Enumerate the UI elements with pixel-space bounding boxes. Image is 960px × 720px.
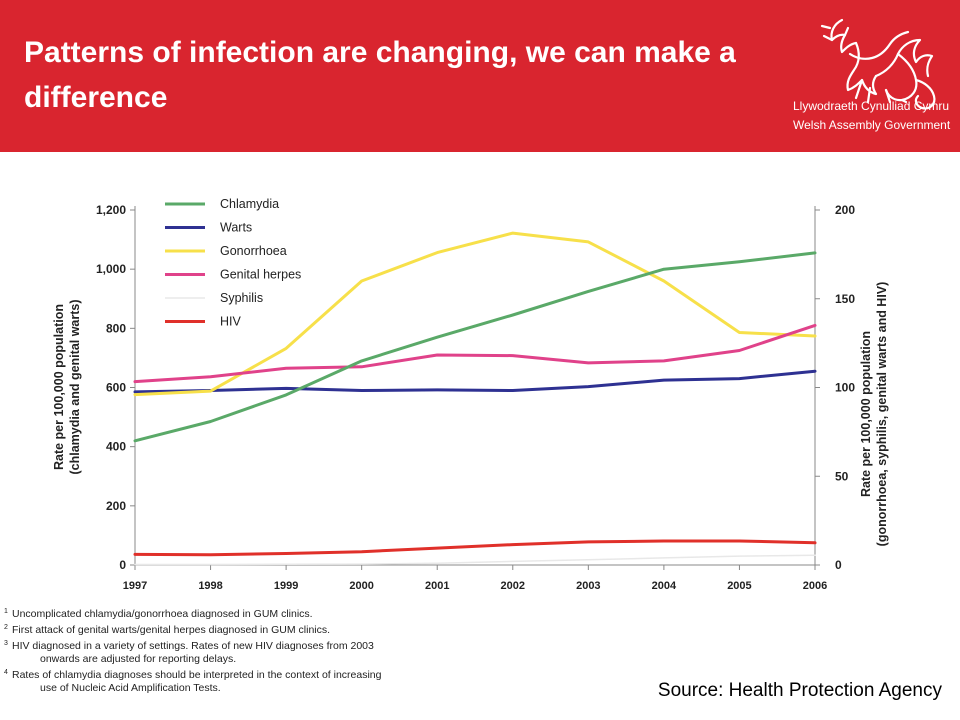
- series-line-warts: [133, 369, 817, 394]
- y-axis-label-right-line: (gonorrhoea, syphilis, genital warts and…: [875, 282, 889, 547]
- y-left-tick-label: 1,200: [96, 203, 126, 217]
- y-axis-label-right: Rate per 100,000 population (gonorrhoea, …: [859, 282, 889, 547]
- footnote-number: 4: [4, 669, 8, 676]
- y-right-tick-label: 200: [835, 203, 855, 217]
- footnote-number: 3: [4, 640, 8, 647]
- y-axis-label-left-line: Rate per 100,000 population: [52, 304, 66, 470]
- welsh-dragon-logo-icon: [820, 18, 936, 110]
- y-left-tick-label: 1,000: [96, 262, 126, 276]
- y-axis-label-left: Rate per 100,000 population (chlamydia an…: [52, 299, 82, 474]
- y-left-tick-label: 200: [106, 499, 126, 513]
- y-left-tick-label: 0: [119, 558, 126, 572]
- line-chart: 0 200 400 600 800 1,000 1,200 0 50 100 150 200 1997 1…: [52, 197, 889, 592]
- y-left-tick-label: 400: [106, 440, 126, 454]
- footnote: 2 First attack of genital warts/genital h…: [4, 624, 484, 637]
- series-line-gonorrhoea: [133, 231, 817, 397]
- series-line-syphilis: [134, 554, 816, 566]
- page-title: Patterns of infection are changing, we c…: [24, 36, 736, 114]
- x-tick-label: 2006: [803, 580, 827, 592]
- x-tick-label: 2000: [349, 580, 373, 592]
- legend-label-warts: Warts: [220, 221, 252, 235]
- x-tick-label: 1998: [198, 580, 222, 592]
- series-line-hiv: [133, 539, 817, 557]
- y-left-tick-label: 600: [106, 381, 126, 395]
- footnote-number: 1: [4, 608, 8, 615]
- y-left-tick-label: 800: [106, 321, 126, 335]
- logo-text-welsh: Llywodraeth Cynulliad Cymru: [793, 99, 950, 113]
- y-axis-label-right-line: Rate per 100,000 population: [859, 331, 873, 497]
- footnote: 3 HIV diagnosed in a variety of settings.…: [4, 640, 484, 666]
- legend-label-chlamydia: Chlamydia: [220, 197, 279, 211]
- footnote: 4 Rates of chlamydia diagnoses should be …: [4, 669, 484, 695]
- y-right-tick-label: 0: [835, 558, 842, 572]
- x-tick-label: 2002: [501, 580, 525, 592]
- x-tick-label: 1997: [123, 580, 147, 592]
- footnote-text-continued: onwards are adjusted for reporting delay…: [40, 653, 237, 665]
- footnote: 1 Uncomplicated chlamydia/gonorrhoea diag…: [4, 608, 484, 621]
- y-axis-label-left-line: (chlamydia and genital warts): [68, 299, 82, 474]
- series-line-genital-herpes: [133, 323, 817, 384]
- x-tick-label: 1999: [274, 580, 298, 592]
- y-right-tick-label: 150: [835, 292, 855, 306]
- footnotes: 1 Uncomplicated chlamydia/gonorrhoea diag…: [4, 608, 484, 698]
- x-tick-label: 2005: [727, 580, 751, 592]
- legend-label-hiv: HIV: [220, 315, 242, 329]
- footnote-text: First attack of genital warts/genital he…: [12, 624, 331, 636]
- legend-label-syphilis: Syphilis: [220, 291, 263, 305]
- footnote-text: Rates of chlamydia diagnoses should be i…: [12, 669, 382, 681]
- x-tick-label: 2001: [425, 580, 449, 592]
- x-tick-label: 2003: [576, 580, 600, 592]
- footnote-text-continued: use of Nucleic Acid Amplification Tests.: [40, 682, 221, 694]
- legend-label-genital-herpes: Genital herpes: [220, 268, 301, 282]
- x-tick-label: 2004: [652, 580, 677, 592]
- logo-text-english: Welsh Assembly Government: [793, 118, 951, 132]
- source-credit: Source: Health Protection Agency: [657, 680, 942, 701]
- y-right-tick-label: 50: [835, 469, 849, 483]
- series-line-chlamydia: [133, 251, 817, 443]
- footnote-text: Uncomplicated chlamydia/gonorrhoea diagn…: [12, 608, 313, 620]
- footnote-number: 2: [4, 624, 8, 631]
- header-banner: Patterns of infection are changing, we c…: [0, 0, 960, 152]
- footnote-text: HIV diagnosed in a variety of settings. …: [12, 640, 374, 652]
- y-right-tick-label: 100: [835, 381, 855, 395]
- legend-label-gonorrhoea: Gonorrhoea: [220, 244, 287, 258]
